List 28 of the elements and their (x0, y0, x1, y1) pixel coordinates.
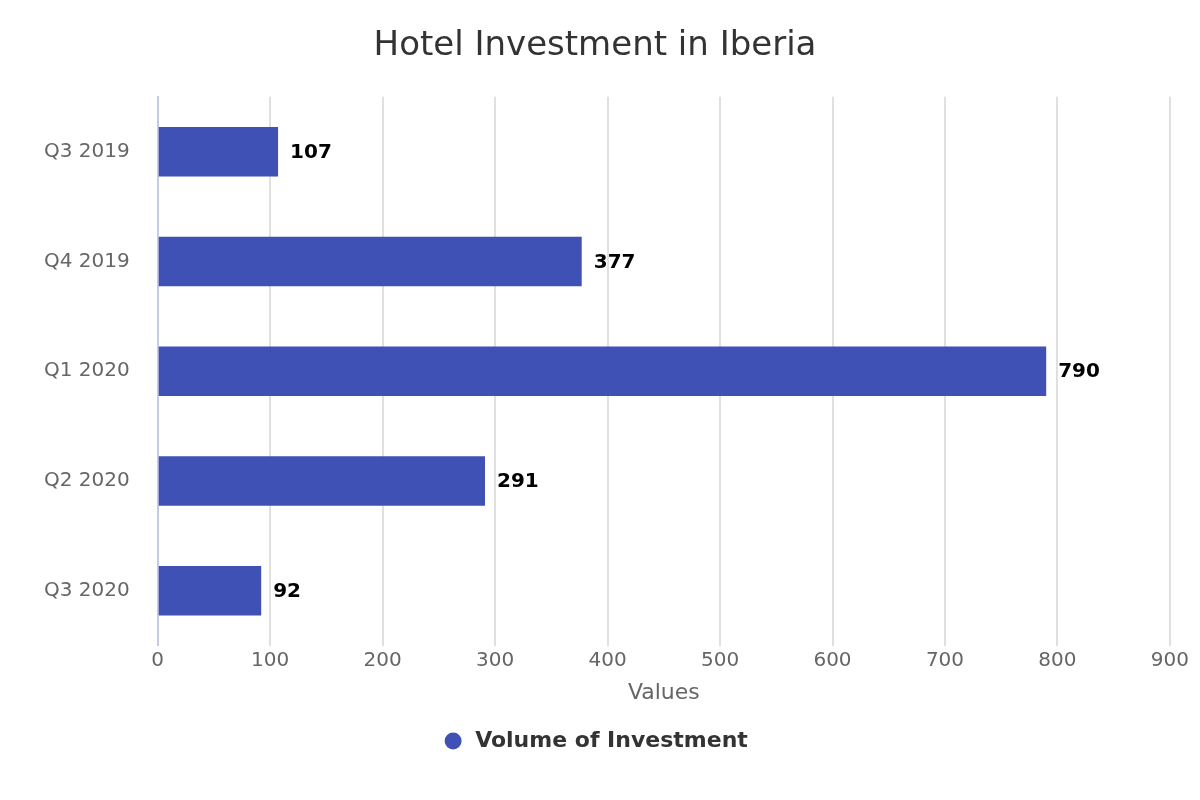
data-label: 107 (290, 138, 332, 163)
legend-label: Volume of Investment (475, 726, 749, 752)
x-tick-label: 600 (813, 646, 852, 671)
y-tick-label: Q3 2020 (43, 576, 130, 601)
x-tick-label: 900 (1150, 646, 1190, 671)
x-tick-label: 0 (151, 646, 165, 671)
bar (158, 346, 1047, 396)
x-tick-label: 100 (251, 646, 290, 671)
data-label: 92 (273, 577, 302, 602)
bar (158, 126, 279, 177)
y-tick-label: Q2 2020 (43, 467, 130, 492)
x-tick-label: 500 (700, 646, 740, 671)
data-label: 291 (497, 468, 539, 493)
data-label: 790 (1058, 358, 1100, 383)
x-tick-label: 800 (1038, 646, 1077, 671)
bar (158, 566, 262, 616)
x-tick-label: 700 (925, 646, 965, 671)
x-tick-label: 300 (476, 646, 515, 671)
data-label: 377 (593, 248, 636, 273)
bar (158, 236, 582, 287)
x-tick-label: 200 (363, 646, 402, 671)
y-tick-label: Q4 2019 (43, 247, 130, 272)
chart-title: Hotel Investment in Iberia (373, 23, 817, 64)
y-tick-label: Q3 2019 (43, 137, 130, 162)
x-axis-title: Values (627, 678, 700, 704)
y-tick-label: Q1 2020 (43, 357, 130, 382)
bar (158, 456, 485, 506)
x-tick-label: 400 (588, 646, 627, 671)
